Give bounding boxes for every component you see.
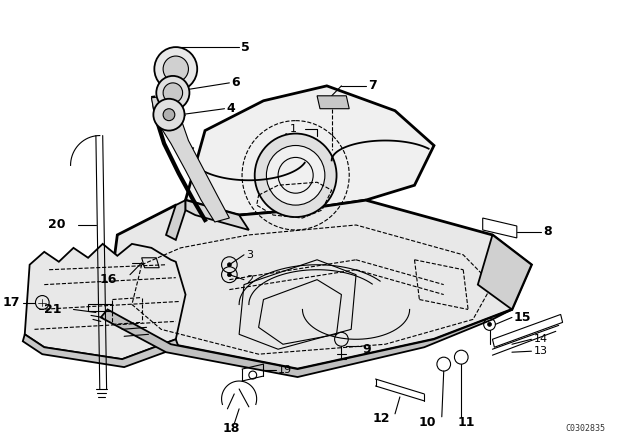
- Polygon shape: [25, 244, 186, 359]
- Text: 16: 16: [100, 273, 117, 286]
- Polygon shape: [186, 86, 434, 215]
- Text: 8: 8: [543, 225, 552, 238]
- Polygon shape: [186, 200, 249, 230]
- Text: 9: 9: [363, 343, 371, 356]
- Text: 1: 1: [290, 124, 296, 134]
- Circle shape: [154, 47, 197, 91]
- Circle shape: [255, 134, 337, 217]
- Polygon shape: [478, 235, 531, 310]
- Text: 2: 2: [246, 275, 253, 284]
- Circle shape: [163, 56, 188, 82]
- Circle shape: [488, 323, 492, 326]
- Polygon shape: [23, 334, 179, 367]
- Polygon shape: [152, 96, 229, 222]
- Text: 21: 21: [44, 303, 62, 316]
- Polygon shape: [166, 200, 186, 240]
- Text: 11: 11: [458, 416, 475, 429]
- Text: 18: 18: [223, 422, 240, 435]
- Circle shape: [156, 76, 189, 110]
- Text: 10: 10: [419, 416, 436, 429]
- Circle shape: [163, 83, 182, 103]
- Text: 14: 14: [533, 334, 547, 344]
- Text: 7: 7: [368, 79, 376, 92]
- Text: 4: 4: [227, 102, 236, 115]
- Text: 12: 12: [372, 412, 390, 425]
- Text: 13: 13: [533, 346, 547, 356]
- Circle shape: [227, 263, 231, 267]
- Text: 3: 3: [246, 250, 253, 260]
- Text: 15: 15: [514, 311, 531, 324]
- Text: C0302835: C0302835: [566, 424, 605, 433]
- Text: 17: 17: [3, 296, 20, 309]
- Circle shape: [154, 99, 184, 130]
- Circle shape: [227, 273, 231, 277]
- Text: 6: 6: [231, 76, 240, 90]
- Polygon shape: [108, 200, 531, 369]
- Text: 5: 5: [241, 41, 250, 54]
- Circle shape: [266, 146, 325, 205]
- Circle shape: [163, 109, 175, 121]
- Text: 20: 20: [48, 219, 66, 232]
- Text: 19: 19: [278, 365, 292, 375]
- Polygon shape: [317, 96, 349, 109]
- Polygon shape: [100, 310, 512, 377]
